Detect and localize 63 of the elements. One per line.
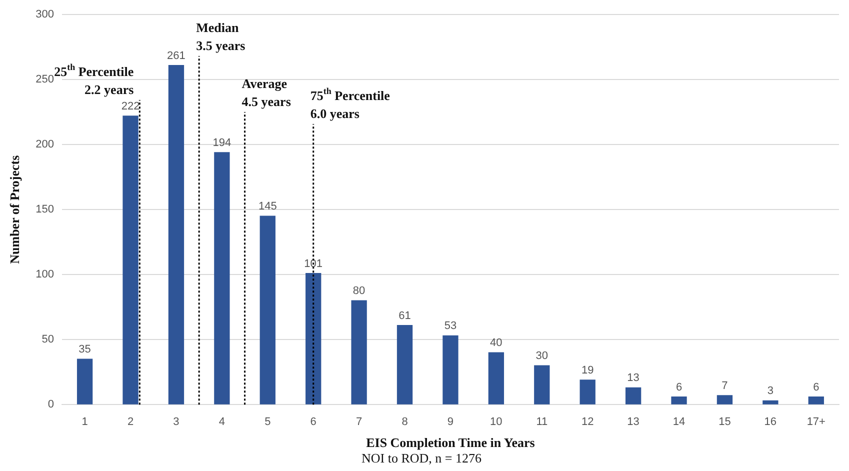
bar: [762, 400, 778, 404]
bar: [580, 380, 596, 404]
bar: [625, 387, 642, 404]
y-tick-label: 300: [36, 8, 54, 21]
x-tick-label: 3: [173, 416, 180, 428]
bar: [122, 116, 138, 404]
bar: [306, 272, 322, 404]
x-tick-label: 4: [218, 416, 225, 428]
data-label: 6: [676, 381, 682, 394]
y-tick-label: 150: [36, 204, 54, 216]
data-label: 35: [78, 344, 91, 356]
bar: [716, 395, 733, 404]
data-label: 19: [581, 364, 594, 376]
x-tick-label: 12: [581, 416, 594, 428]
x-tick-label: 14: [672, 416, 686, 428]
bar: [442, 335, 458, 404]
data-label: 222: [121, 100, 140, 113]
data-label: 6: [813, 381, 820, 394]
x-tick-label: 1: [82, 416, 88, 428]
data-label: 80: [352, 285, 366, 298]
x-tick-label: 7: [356, 416, 362, 428]
data-label: 7: [722, 380, 728, 392]
x-tick-label: 10: [490, 416, 502, 428]
x-tick-label: 17+: [806, 416, 826, 428]
x-tick-label: 6: [310, 416, 316, 428]
data-label: 261: [167, 50, 186, 62]
data-label: 145: [258, 200, 277, 213]
y-tick-label: 50: [42, 334, 54, 346]
x-axis-title: EIS Completion Time in Years: [366, 434, 535, 450]
data-label: 3: [767, 385, 774, 398]
y-tick-label: 250: [36, 74, 54, 86]
data-label: 101: [304, 258, 323, 270]
y-axis-title: Number of Projects: [7, 155, 22, 264]
ref-line-label: Average 4.5 years: [242, 76, 291, 109]
bar: [214, 152, 230, 404]
text: NOI to ROD, n = 1276: [362, 450, 482, 466]
data-label: 13: [627, 372, 640, 384]
data-label: 40: [490, 337, 502, 350]
x-tick-label: 5: [264, 416, 271, 428]
x-tick-label: 8: [402, 416, 408, 428]
bar: [76, 358, 93, 404]
x-tick-label: 13: [627, 416, 640, 428]
bar: [671, 396, 687, 404]
bar: [396, 324, 413, 404]
data-label: 194: [212, 136, 232, 149]
bar: [260, 216, 276, 404]
x-tick-label: 2: [127, 416, 134, 428]
bar: [808, 396, 824, 404]
x-tick-label: 9: [447, 416, 454, 428]
bar: [488, 352, 504, 404]
data-label: 30: [536, 350, 548, 362]
x-tick-label: 16: [764, 416, 777, 428]
ref-line-label: Median 3.5 years: [196, 20, 246, 53]
x-tick-label: 15: [718, 416, 731, 428]
data-label: 53: [444, 320, 457, 332]
x-tick-label: 11: [536, 416, 548, 428]
data-label: 61: [398, 310, 411, 322]
bar: [351, 300, 367, 404]
y-tick-label: 0: [48, 398, 54, 411]
y-tick-label: 200: [36, 138, 54, 151]
y-tick-label: 100: [36, 268, 54, 281]
bar: [168, 64, 184, 404]
bar: [534, 365, 550, 404]
